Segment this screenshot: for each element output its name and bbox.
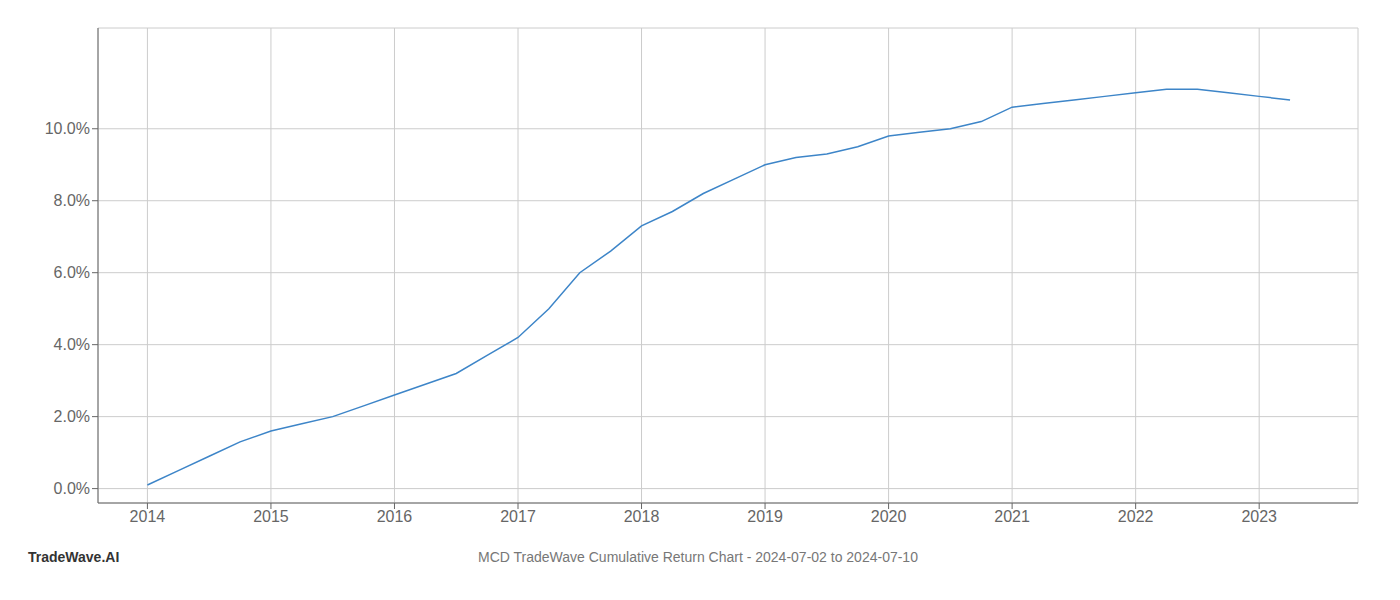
svg-text:0.0%: 0.0% [54, 480, 90, 497]
svg-text:2.0%: 2.0% [54, 408, 90, 425]
html-text:MCD TradeWave Cumulative Retur: MCD TradeWave Cumulative Return Chart - … [478, 549, 918, 565]
svg-text:2017: 2017 [500, 508, 536, 525]
svg-text:2020: 2020 [871, 508, 907, 525]
svg-text:2015: 2015 [253, 508, 289, 525]
svg-text:2023: 2023 [1241, 508, 1277, 525]
html-text:TradeWave.AI: TradeWave.AI [28, 549, 120, 565]
svg-text:2016: 2016 [377, 508, 413, 525]
svg-text:4.0%: 4.0% [54, 336, 90, 353]
svg-text:2014: 2014 [130, 508, 166, 525]
svg-text:2018: 2018 [624, 508, 660, 525]
svg-text:10.0%: 10.0% [45, 120, 90, 137]
svg-text:2021: 2021 [994, 508, 1030, 525]
svg-text:2019: 2019 [747, 508, 783, 525]
svg-text:6.0%: 6.0% [54, 264, 90, 281]
svg-text:2022: 2022 [1118, 508, 1154, 525]
svg-text:8.0%: 8.0% [54, 192, 90, 209]
